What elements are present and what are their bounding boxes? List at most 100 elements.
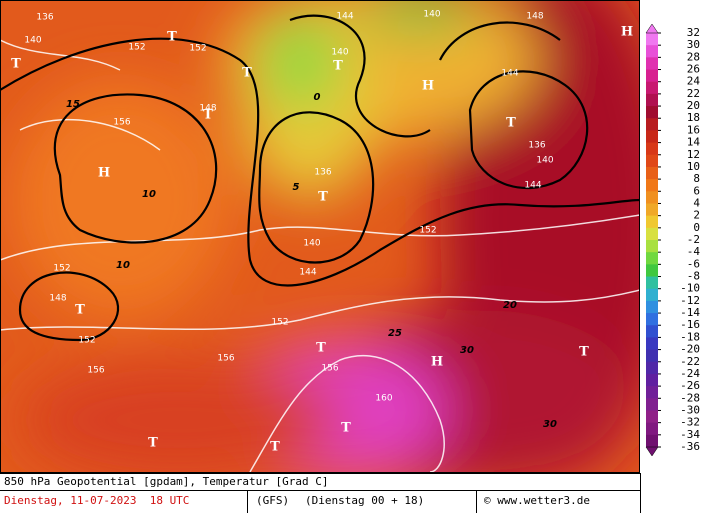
colorbar-segment [646, 154, 658, 168]
temperature-label: 5 [293, 182, 300, 193]
colorbar-end [645, 446, 659, 457]
colorbar-segment [646, 373, 658, 387]
colorbar-segment [646, 130, 658, 144]
pressure-center: H [621, 25, 633, 40]
geopotential-label: 140 [24, 36, 41, 46]
geopotential-label: 144 [524, 181, 541, 191]
colorbar-segment [646, 57, 658, 71]
geopotential-label: 140 [536, 156, 553, 166]
colorbar-tick-label: -14 [680, 306, 700, 319]
colorbar-segment [646, 179, 658, 192]
colorbar-segment [646, 386, 658, 399]
colorbar-segment [646, 240, 658, 253]
colorbar-tick-label: -36 [680, 440, 700, 453]
pressure-center: T [242, 66, 252, 81]
colorbar-segment [646, 398, 658, 411]
colorbar-tick-label: 22 [687, 87, 700, 100]
pressure-center: T [318, 190, 328, 205]
geopotential-label: 156 [113, 118, 130, 128]
colorbar-tick-label: -18 [680, 330, 700, 343]
colorbar-tick-label: 2 [693, 209, 700, 222]
colorbar-segment [646, 203, 658, 217]
geopotential-label: 148 [199, 104, 216, 114]
geopotential-label: 136 [36, 13, 53, 23]
colorbar-tick-label: -2 [687, 233, 700, 246]
colorbar-tick-label: -8 [687, 270, 700, 283]
colorbar-tick-label: -12 [680, 294, 700, 307]
colorbar-segment [646, 288, 658, 302]
colorbar-tick-label: 10 [687, 160, 700, 173]
colorbar-segment [646, 191, 658, 204]
colorbar-segment [646, 69, 658, 83]
colorbar-tick-label: -26 [680, 379, 700, 392]
temperature-label: 10 [142, 189, 156, 200]
footer-credit: © www.wetter3.de [484, 494, 590, 507]
map-frame [0, 0, 640, 473]
geopotential-label: 136 [314, 168, 331, 178]
colorbar-segment [646, 313, 658, 326]
colorbar-tick-label: 24 [687, 75, 701, 88]
colorbar-tick-label: 26 [687, 63, 700, 76]
colorbar-segment [646, 106, 658, 119]
pressure-center: T [333, 59, 343, 74]
pressure-center: H [431, 355, 443, 370]
colorbar-tick-label: 18 [687, 111, 700, 124]
geopotential-label: 156 [87, 366, 104, 376]
geopotential-label: 152 [78, 336, 95, 346]
geopotential-label: 140 [331, 48, 348, 58]
colorbar-segment [646, 142, 658, 156]
colorbar-tick-label: 28 [687, 50, 700, 63]
geopotential-label: 160 [375, 394, 392, 404]
footer-date: Dienstag, 11-07-2023 18 UTC [4, 494, 189, 507]
temperature-label: 30 [460, 345, 474, 356]
colorbar-segment [646, 276, 658, 290]
colorbar-segment [646, 93, 658, 107]
pressure-center: T [316, 341, 326, 356]
geopotential-label: 144 [501, 69, 518, 79]
temperature-label: 20 [503, 300, 517, 311]
colorbar-segment [646, 300, 658, 314]
temperature-label: 30 [543, 419, 557, 430]
footer-run: (Dienstag 00 + 18) [305, 494, 424, 507]
pressure-center: T [579, 345, 589, 360]
colorbar-tick-label: 0 [693, 221, 700, 234]
pressure-center: H [422, 79, 434, 94]
colorbar-tick-label: -22 [680, 355, 700, 368]
colorbar-tick-label: -32 [680, 416, 700, 429]
colorbar-tick-label: 8 [693, 172, 700, 185]
colorbar-segment [646, 361, 658, 375]
geopotential-label: 156 [321, 364, 338, 374]
colorbar-tick-label: -20 [680, 343, 700, 356]
colorbar-tick-label: -24 [680, 367, 700, 380]
geopotential-label: 152 [53, 264, 70, 274]
colorbar-tick-label: -34 [680, 428, 700, 441]
colorbar-segment [646, 45, 658, 58]
geopotential-label: 152 [128, 43, 145, 53]
colorbar-segment [646, 227, 658, 241]
colorbar-segment [646, 264, 658, 278]
geopotential-label: 136 [528, 141, 545, 151]
colorbar-tick-label: 6 [693, 184, 700, 197]
colorbar-tick-label: -10 [680, 282, 700, 295]
colorbar-segment [646, 166, 658, 180]
colorbar-segment [646, 215, 658, 229]
colorbar-tick-label: -16 [680, 318, 700, 331]
geopotential-label: 140 [423, 10, 440, 20]
pressure-center: T [506, 116, 516, 131]
colorbar-tick-label: 20 [687, 99, 700, 112]
colorbar-tick-label: -28 [680, 391, 700, 404]
geopotential-label: 144 [336, 12, 353, 22]
pressure-center: T [11, 57, 21, 72]
pressure-center: T [203, 108, 213, 123]
colorbar-segment [646, 337, 658, 351]
colorbar-tick-label: 30 [687, 38, 700, 51]
pressure-center: T [75, 303, 85, 318]
colorbar-segment [646, 325, 658, 338]
colorbar-segment [646, 434, 658, 448]
colorbar-tick-label: -6 [687, 257, 700, 270]
geopotential-label: 148 [49, 294, 66, 304]
geopotential-label: 148 [526, 12, 543, 22]
colorbar-end [645, 23, 659, 34]
